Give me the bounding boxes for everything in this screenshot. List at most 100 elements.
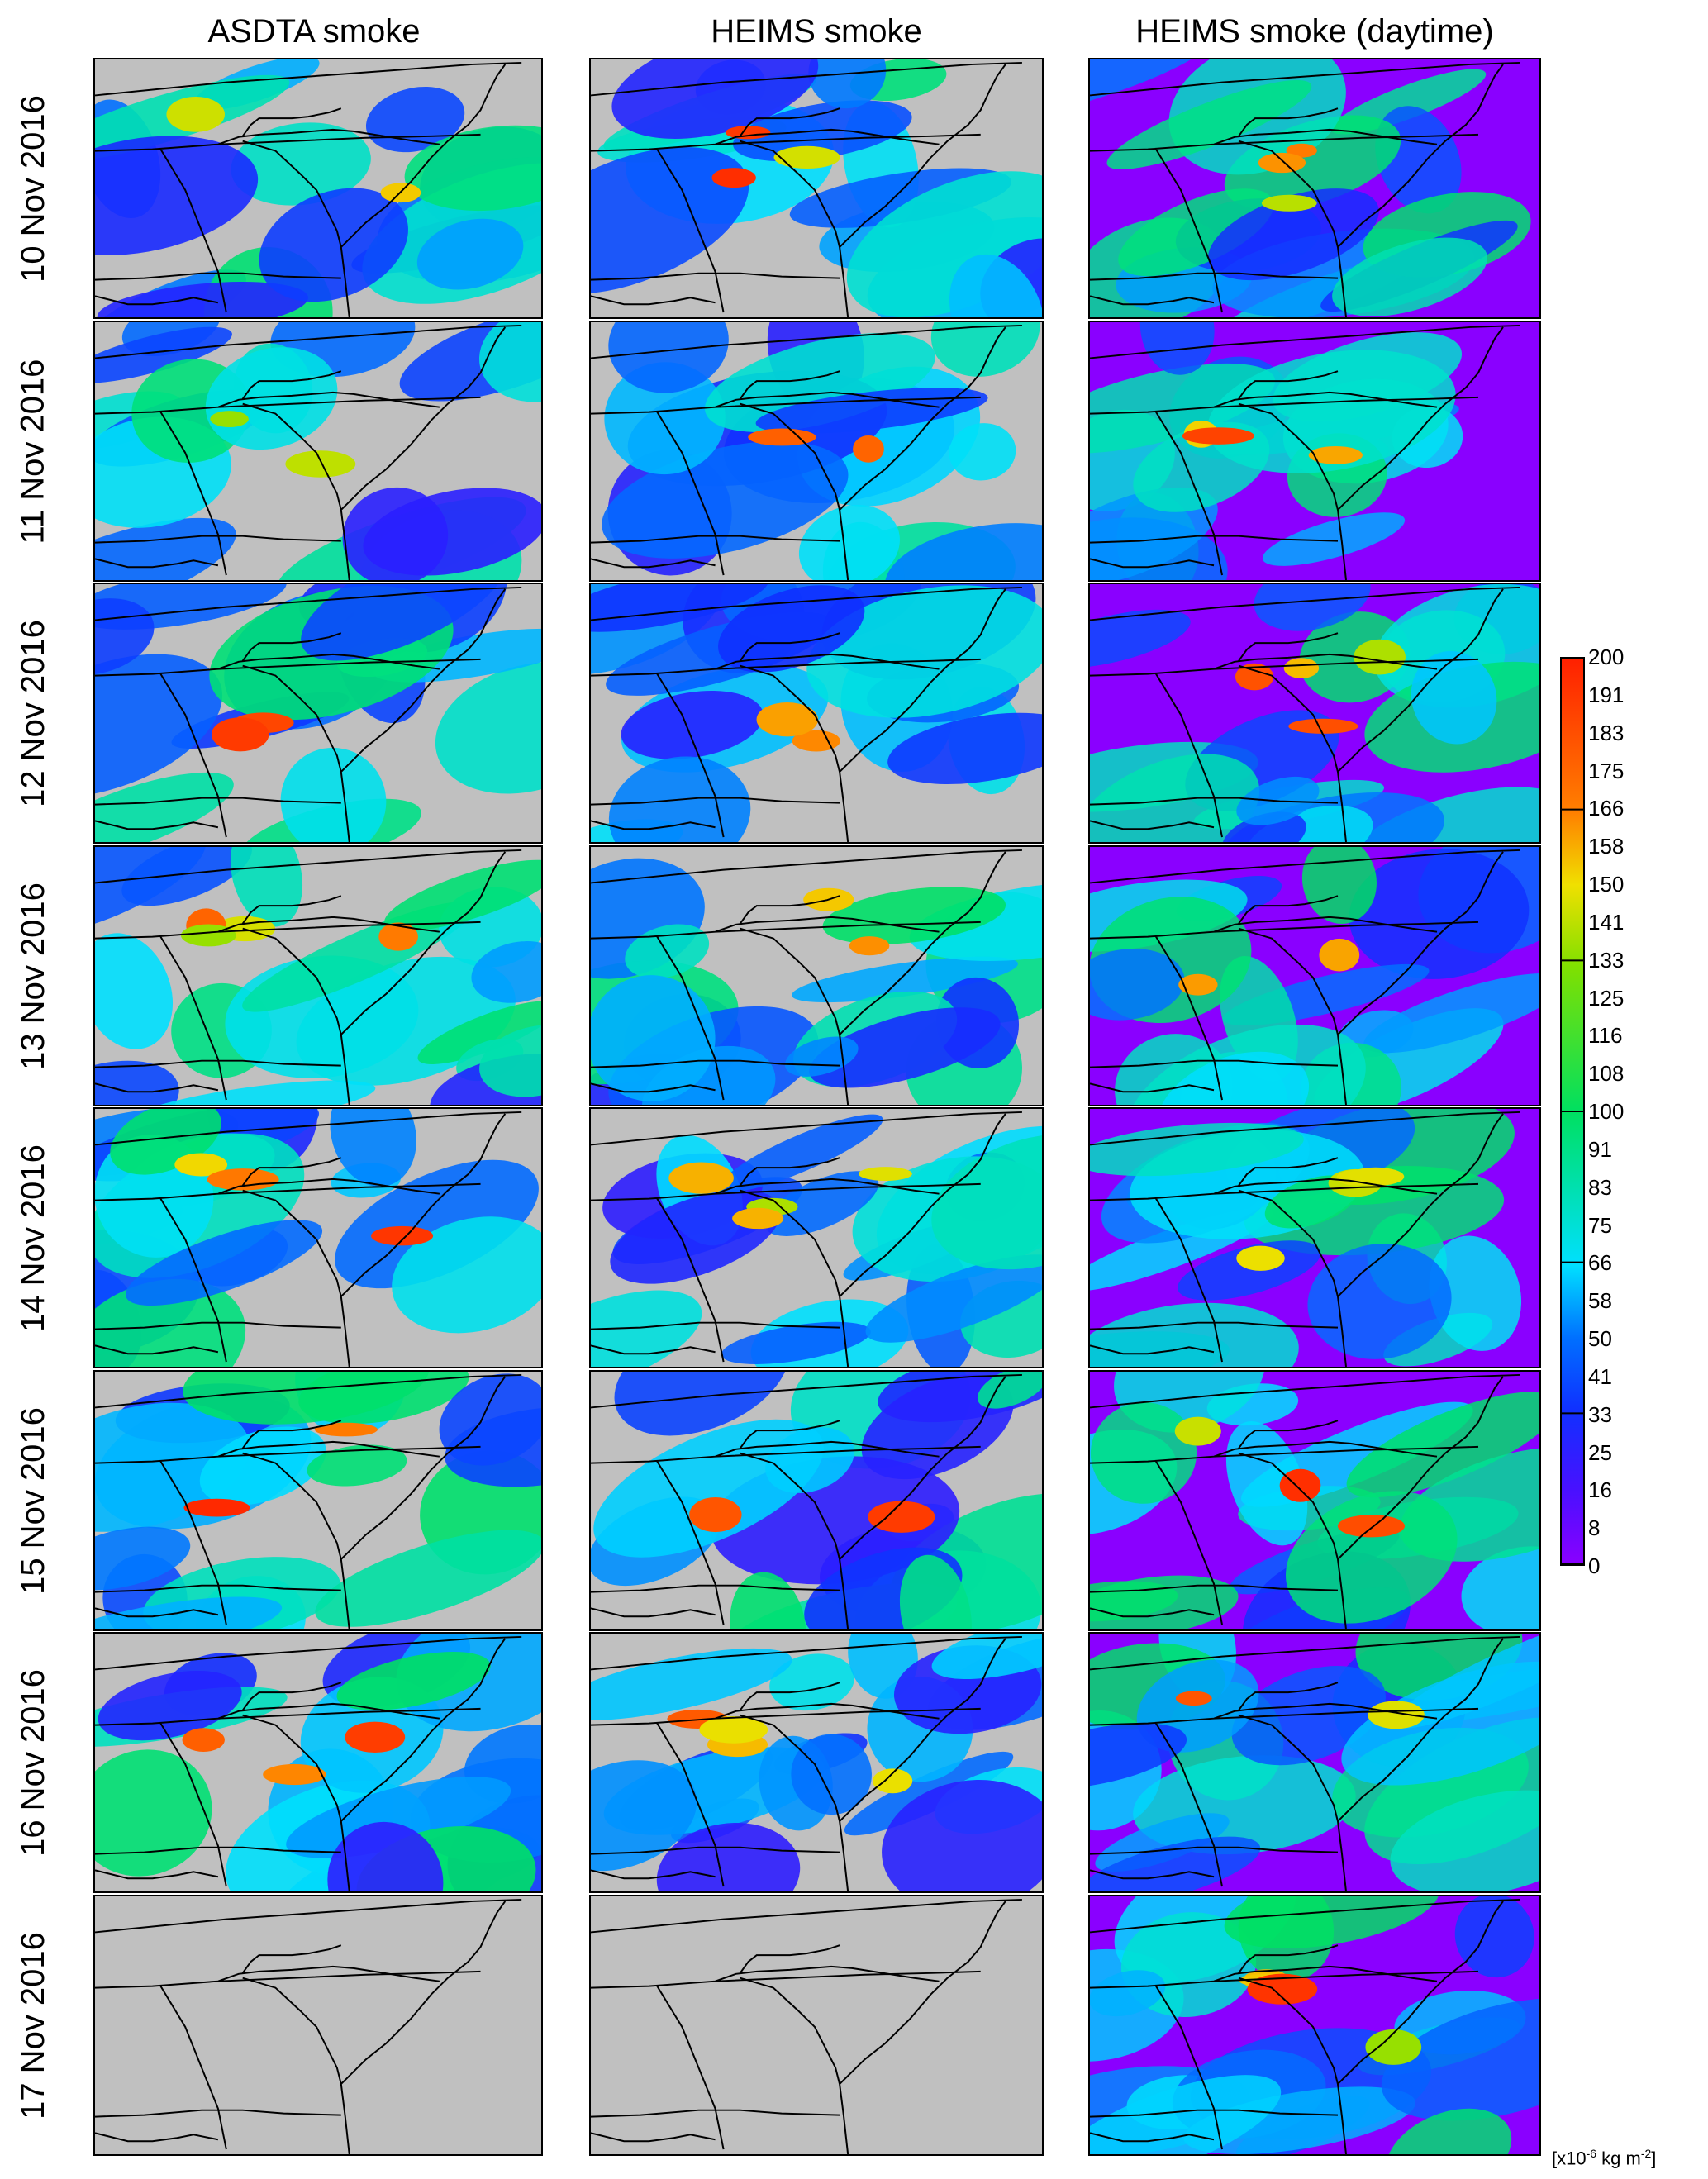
- row-date-text: 10 Nov 2016: [14, 94, 51, 283]
- state-coastline-outline: [95, 849, 522, 1105]
- row-date-text: 16 Nov 2016: [14, 1668, 51, 1857]
- colorbar-tick-label: 200: [1588, 645, 1625, 669]
- state-coastline-outline: [95, 324, 522, 580]
- map-panel: [93, 1895, 543, 2156]
- row-label-date: 12 Nov 2016: [0, 583, 66, 844]
- map-panel: [589, 1107, 1044, 1368]
- state-coastline-outline: [591, 1898, 1022, 2154]
- state-coastline-outline: [1090, 586, 1520, 842]
- state-coastline-outline: [1090, 1635, 1520, 1891]
- smoke-field: [591, 1634, 1042, 1891]
- row-date-text: 13 Nov 2016: [14, 882, 51, 1070]
- state-coastline-outline: [1090, 61, 1520, 317]
- colorbar-tick-label: 0: [1588, 1553, 1601, 1578]
- colorbar-tick-label: 100: [1588, 1099, 1625, 1124]
- row-label-date: 15 Nov 2016: [0, 1370, 66, 1631]
- colorbar-tick-label: 108: [1588, 1061, 1625, 1087]
- colorbar-tick-label: 83: [1588, 1174, 1612, 1200]
- state-coastline-outline: [95, 1373, 522, 1629]
- map-panel: [93, 58, 543, 319]
- row-label-date: 11 Nov 2016: [0, 321, 66, 582]
- colorbar-tick-label: 166: [1588, 796, 1625, 821]
- state-coastline-outline: [1090, 849, 1520, 1105]
- colorbar-unit-label: [x10-6 kg m-2]: [1552, 2147, 1657, 2169]
- map-panel: [93, 1370, 543, 1631]
- colorbar-tick-label: 50: [1588, 1326, 1612, 1351]
- map-panel: [1088, 1632, 1541, 1893]
- colorbar-tick-label: 191: [1588, 682, 1625, 707]
- map-panel: [589, 845, 1044, 1106]
- column-title-heims: HEIMS smoke: [711, 13, 922, 50]
- smoke-field: [591, 1114, 1042, 1367]
- state-coastline-outline: [1090, 324, 1520, 580]
- row-date-text: 14 Nov 2016: [14, 1144, 51, 1332]
- map-panel: [93, 1107, 543, 1368]
- colorbar: [1560, 657, 1585, 1566]
- colorbar-tick-label: 58: [1588, 1288, 1612, 1314]
- state-coastline-outline: [95, 61, 522, 317]
- map-panel: [1088, 1107, 1541, 1368]
- row-label-date: 10 Nov 2016: [0, 58, 66, 319]
- smoke-field: [95, 322, 541, 580]
- state-coastline-outline: [591, 324, 1022, 580]
- colorbar-tick-label: 41: [1588, 1363, 1612, 1389]
- row-label-date: 17 Nov 2016: [0, 1895, 66, 2156]
- row-label-date: 16 Nov 2016: [0, 1632, 66, 1893]
- smoke-field: [95, 847, 541, 1105]
- colorbar-tick-label: 8: [1588, 1515, 1601, 1541]
- colorbar-tick-label: 75: [1588, 1212, 1612, 1238]
- map-panel: [93, 321, 543, 582]
- map-panel: [589, 321, 1044, 582]
- colorbar-tick-label: 125: [1588, 985, 1625, 1011]
- colorbar-tick-label: 66: [1588, 1250, 1612, 1276]
- state-coastline-outline: [591, 1111, 1022, 1367]
- state-coastline-outline: [591, 1635, 1022, 1891]
- smoke-field: [1090, 1634, 1539, 1891]
- colorbar-tick-label: 91: [1588, 1136, 1612, 1162]
- map-panel: [1088, 1370, 1541, 1631]
- state-coastline-outline: [95, 586, 522, 842]
- state-coastline-outline: [95, 1635, 522, 1891]
- state-coastline-outline: [1090, 1898, 1520, 2154]
- map-panel: [589, 1895, 1044, 2156]
- colorbar-tick-label: 150: [1588, 872, 1625, 897]
- smoke-field: [591, 584, 1042, 842]
- state-coastline-outline: [591, 586, 1022, 842]
- smoke-field: [95, 1109, 541, 1367]
- map-panel: [589, 583, 1044, 844]
- state-coastline-outline: [591, 61, 1022, 317]
- colorbar-tick-label: 183: [1588, 720, 1625, 745]
- map-panel: [1088, 321, 1541, 582]
- map-panel: [93, 845, 543, 1106]
- colorbar-tick-label: 141: [1588, 909, 1625, 935]
- column-title-heims-daytime: HEIMS smoke (daytime): [1135, 13, 1494, 50]
- colorbar-tick-label: 33: [1588, 1401, 1612, 1427]
- state-coastline-outline: [95, 1111, 522, 1367]
- row-date-text: 11 Nov 2016: [14, 359, 51, 544]
- row-date-text: 17 Nov 2016: [14, 1931, 51, 2120]
- map-panel: [589, 1632, 1044, 1893]
- column-title-asdta: ASDTA smoke: [207, 13, 421, 50]
- row-label-date: 13 Nov 2016: [0, 845, 66, 1106]
- map-panel: [93, 583, 543, 844]
- colorbar-tick-label: 16: [1588, 1477, 1612, 1503]
- map-panel: [93, 1632, 543, 1893]
- colorbar-tick-label: 175: [1588, 758, 1625, 783]
- smoke-field: [591, 1372, 1042, 1629]
- state-coastline-outline: [591, 1373, 1022, 1629]
- colorbar-tick-label: 158: [1588, 834, 1625, 859]
- state-coastline-outline: [95, 1898, 522, 2154]
- map-panel: [1088, 1895, 1541, 2156]
- map-panel: [589, 58, 1044, 319]
- smoke-field: [1090, 59, 1531, 317]
- row-date-text: 12 Nov 2016: [14, 619, 51, 807]
- smoke-field: [591, 858, 1042, 1105]
- smoke-field: [95, 59, 541, 317]
- map-panel: [1088, 583, 1541, 844]
- state-coastline-outline: [1090, 1373, 1520, 1629]
- row-label-date: 14 Nov 2016: [0, 1107, 66, 1368]
- state-coastline-outline: [1090, 1111, 1520, 1367]
- row-date-text: 15 Nov 2016: [14, 1406, 51, 1595]
- map-panel: [589, 1370, 1044, 1631]
- smoke-field: [602, 322, 1042, 580]
